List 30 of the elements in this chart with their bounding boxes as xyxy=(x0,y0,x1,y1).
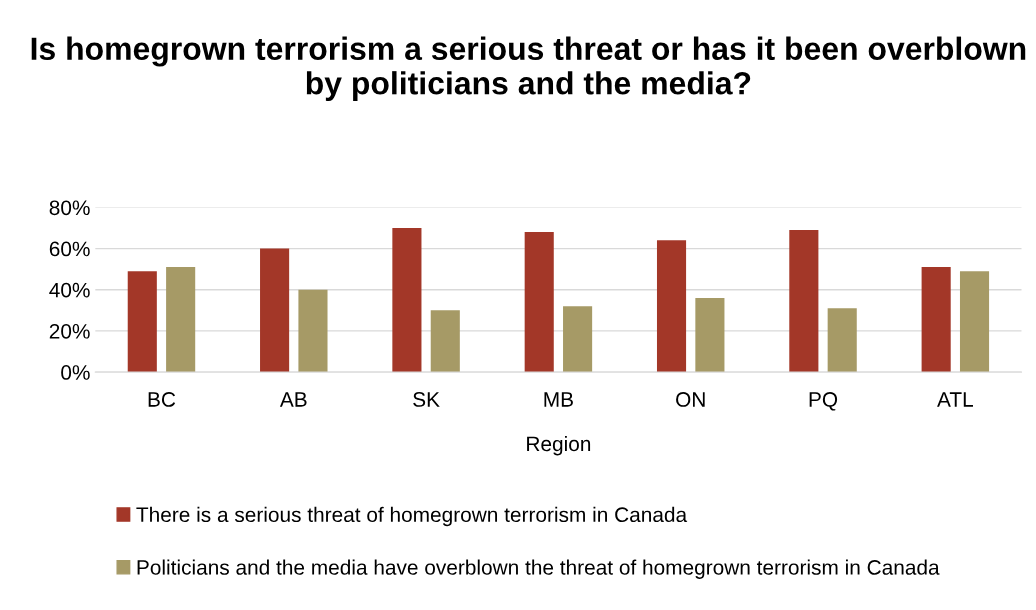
chart-title: Is homegrown terrorism a serious threat or has it been overblown by politicians and the media? xyxy=(31,36,1026,101)
bar xyxy=(959,271,990,373)
legend-label: Politicians and the media have overblown the threat of homegrown terrorism in Canada xyxy=(137,559,940,579)
bar xyxy=(392,227,422,373)
bar xyxy=(524,232,554,373)
bar xyxy=(921,267,951,373)
x-tick-label: SK xyxy=(413,392,440,407)
y-tick-label: 80% xyxy=(49,200,90,216)
bar xyxy=(827,308,857,373)
x-tick-label: AB xyxy=(279,392,307,407)
x-tick-label: MB xyxy=(544,392,573,407)
bar xyxy=(563,306,593,373)
x-tick-label: ON xyxy=(676,392,705,407)
bar xyxy=(656,240,687,373)
bar xyxy=(260,248,290,373)
y-tick-label: 40% xyxy=(49,282,90,298)
y-tick-label: 60% xyxy=(49,241,90,257)
y-tick-label: 0% xyxy=(61,365,90,380)
bar xyxy=(127,271,157,373)
x-tick-label: PQ xyxy=(809,392,838,411)
x-tick-label: ATL xyxy=(937,392,973,407)
bar xyxy=(789,230,819,373)
bar xyxy=(166,267,196,373)
legend-label: There is a serious threat of homegrown terrorism in Canada xyxy=(136,506,688,527)
bar xyxy=(430,310,460,373)
x-axis-title: Region xyxy=(527,435,591,456)
x-tick-label: BC xyxy=(148,392,176,407)
bar xyxy=(298,289,328,373)
y-tick-label: 20% xyxy=(49,323,90,339)
bar xyxy=(695,297,725,373)
